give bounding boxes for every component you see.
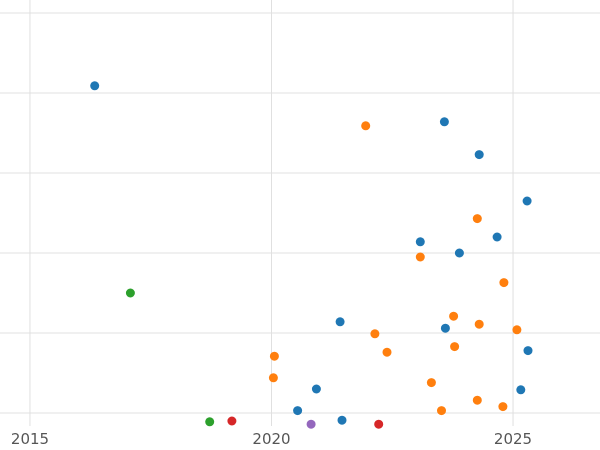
scatter-point-series-orange <box>512 325 522 335</box>
x-tick-label: 2025 <box>494 430 532 448</box>
scatter-points <box>90 81 533 429</box>
scatter-point-series-blue <box>415 237 425 247</box>
scatter-point-series-orange <box>361 121 371 131</box>
scatter-point-series-blue <box>337 415 347 425</box>
scatter-point-series-orange <box>268 373 278 383</box>
scatter-point-series-red <box>374 419 384 429</box>
scatter-point-series-blue <box>516 385 526 395</box>
scatter-point-series-orange <box>472 214 482 224</box>
scatter-point-series-orange <box>382 347 392 357</box>
scatter-point-series-orange <box>269 351 279 361</box>
scatter-point-series-orange <box>449 311 459 321</box>
scatter-point-series-orange <box>415 252 425 262</box>
scatter-point-series-blue <box>474 150 484 160</box>
scatter-point-series-blue <box>454 248 464 258</box>
scatter-point-series-orange <box>426 378 436 388</box>
scatter-point-series-blue <box>440 323 450 333</box>
scatter-point-series-red <box>227 416 237 426</box>
scatter-point-series-orange <box>437 406 446 416</box>
scatter-point-series-purple <box>306 419 316 429</box>
scatter-point-series-blue <box>90 81 100 91</box>
scatter-point-series-orange <box>472 395 482 405</box>
x-tick-label: 2020 <box>252 430 290 448</box>
scatter-point-series-orange <box>450 342 460 352</box>
gridlines <box>0 0 600 426</box>
scatter-point-series-green <box>125 288 135 298</box>
scatter-point-series-blue <box>492 232 502 242</box>
scatter-point-series-blue <box>311 384 321 394</box>
x-axis-tick-labels: 2015 2020 2025 <box>11 430 532 448</box>
scatter-point-series-orange <box>474 319 484 329</box>
scatter-point-series-blue <box>439 117 449 127</box>
scatter-point-series-orange <box>498 402 508 412</box>
scatter-point-series-blue <box>523 346 533 356</box>
scatter-point-series-orange <box>499 278 509 288</box>
scatter-point-series-blue <box>335 317 345 327</box>
scatter-point-series-blue <box>293 406 303 416</box>
x-tick-label: 2015 <box>11 430 49 448</box>
scatter-point-series-blue <box>522 196 532 206</box>
scatter-point-series-green <box>205 417 215 427</box>
scatter-point-series-orange <box>370 329 380 339</box>
